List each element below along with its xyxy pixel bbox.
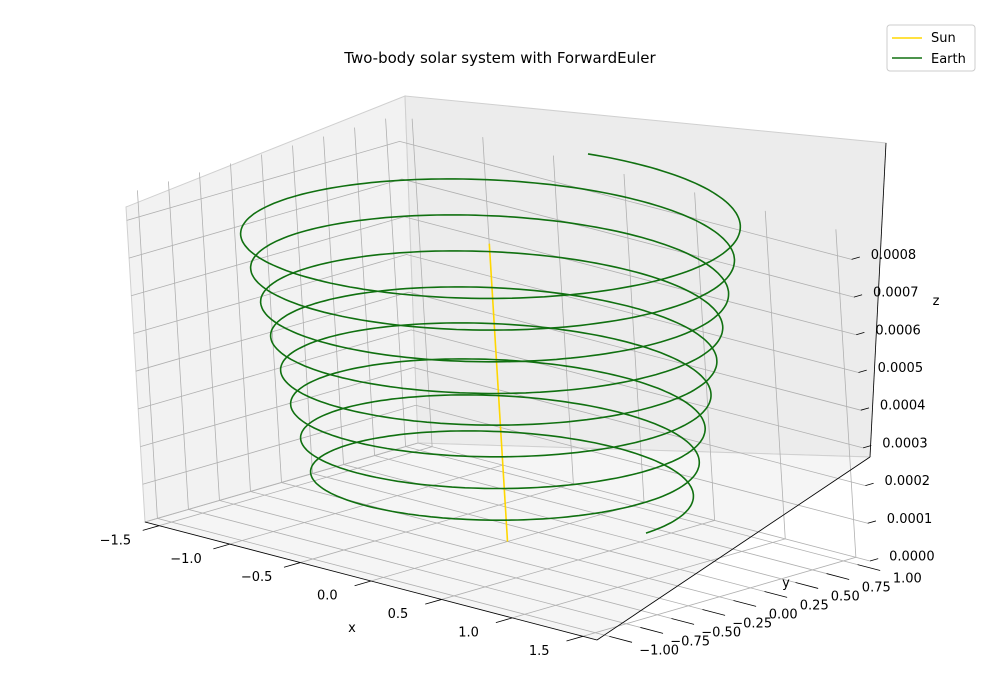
y-tick-mark: [764, 591, 788, 598]
y-tick-label: −0.25: [732, 616, 772, 631]
x-tick-label: −1.5: [100, 533, 132, 548]
y-tick-label: 0.00: [769, 607, 798, 622]
y-tick-mark: [640, 627, 664, 634]
y-tick-label: 0.25: [800, 599, 829, 614]
plot-lines: [239, 153, 742, 542]
x-tick-label: −0.5: [241, 570, 273, 585]
z-tick-label: 0.0005: [878, 361, 924, 376]
y-tick-mark: [795, 582, 819, 589]
legend-label-earth: Earth: [931, 52, 966, 67]
z-tick-label: 0.0004: [880, 399, 926, 414]
x-tick-mark: [213, 543, 230, 550]
x-tick-label: −1.0: [170, 552, 202, 567]
y-tick-label: −1.00: [639, 643, 679, 658]
y-tick-mark: [826, 573, 850, 580]
x-tick-mark: [425, 599, 442, 605]
z-gridline: [133, 254, 859, 373]
z-tick-mark: [862, 445, 872, 449]
y-tick-mark: [702, 609, 726, 616]
z-tick-mark: [858, 369, 867, 373]
y-tick-label: 0.75: [862, 581, 891, 596]
y-tick-label: 0.50: [831, 590, 860, 605]
z-tick-mark: [853, 294, 863, 298]
z-tick-label: 0.0006: [875, 323, 921, 338]
x-tick-label: 0.5: [388, 607, 409, 622]
z-gridline: [128, 178, 855, 298]
z-tick-label: 0.0003: [882, 436, 928, 451]
z-tick-mark: [851, 256, 860, 260]
z-gridline: [144, 442, 871, 562]
tick-labels: −1.5 −1.0 −0.5 0.0 0.5 1.0 1.5 −1.00−0.75−0.50−…: [100, 248, 935, 659]
y-tick-mark: [671, 618, 695, 625]
z-axis-label: z: [933, 294, 940, 309]
z-tick-mark: [856, 332, 865, 336]
x-tick-label: 1.0: [458, 626, 479, 641]
z-axis-line: [869, 142, 887, 458]
y-tick-label: −0.75: [670, 634, 710, 649]
legend: Sun Earth: [886, 24, 976, 72]
z-tick-mark: [860, 407, 870, 411]
z-tick-mark: [869, 558, 879, 562]
y-tick-label: −0.50: [701, 625, 741, 640]
x-tick-mark: [354, 580, 372, 587]
x-tick-mark: [495, 617, 513, 623]
z-tick-mark: [865, 482, 874, 486]
legend-frame: [886, 24, 976, 72]
y-tick-label: 1.00: [893, 572, 922, 587]
z-tick-label: 0.0002: [885, 474, 931, 489]
y-axis-line: [596, 456, 871, 641]
z-tick-label: 0.0007: [873, 286, 919, 301]
sun-trajectory: [488, 243, 509, 542]
y-tick-mark: [857, 564, 881, 571]
x-tick-mark: [142, 525, 160, 531]
earth-trajectory: [239, 153, 742, 534]
x-tick-label: 1.5: [529, 644, 550, 659]
x-axis-label: x: [348, 621, 356, 636]
tick-marks: [142, 256, 881, 643]
x-tick-mark: [566, 635, 583, 642]
legend-label-sun: Sun: [931, 31, 956, 46]
z-tick-label: 0.0001: [887, 512, 933, 527]
z-gridline: [126, 140, 852, 260]
z-tick-mark: [867, 520, 877, 524]
y-tick-mark: [609, 636, 633, 643]
back-pane-xz: [404, 95, 887, 458]
z-gridline: [135, 291, 861, 411]
y-tick-mark: [733, 600, 757, 607]
y-axis-label: y: [782, 576, 790, 591]
z-gridline: [140, 367, 866, 486]
z-tick-label: 0.0008: [871, 248, 917, 263]
x-tick-mark: [283, 562, 301, 568]
z-gridline: [137, 329, 864, 449]
chart-title: Two-body solar system with ForwardEuler: [343, 49, 656, 67]
z-gridline: [142, 404, 868, 524]
z-tick-label: 0.0000: [889, 549, 935, 564]
x-tick-label: 0.0: [317, 589, 338, 604]
